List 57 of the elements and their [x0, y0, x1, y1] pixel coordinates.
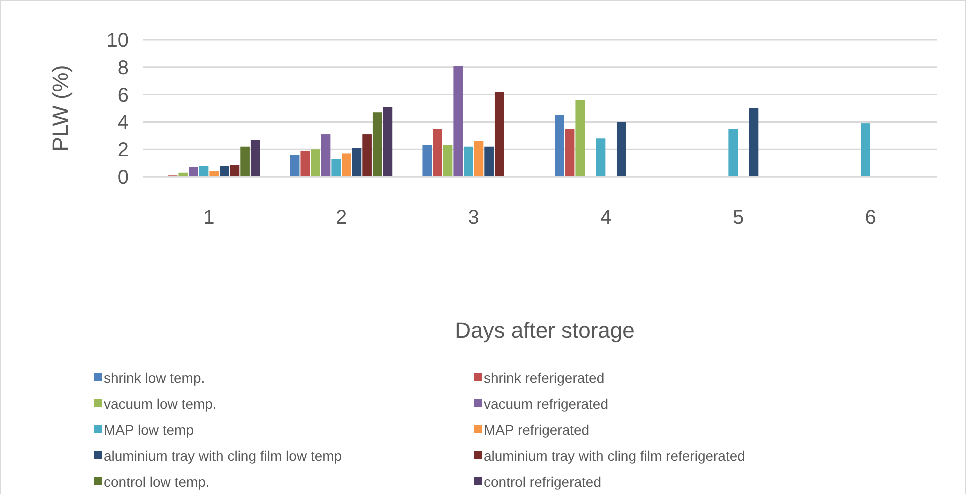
legend-label: shrink low temp. [104, 370, 206, 386]
bar [565, 129, 575, 177]
bar [474, 141, 484, 177]
legend-label: aluminium tray with cling film low temp [104, 448, 342, 464]
x-tick-label: 2 [336, 207, 348, 229]
bar [290, 155, 300, 177]
bar [342, 154, 352, 177]
bar [220, 166, 230, 177]
bar [383, 107, 393, 177]
bar [321, 134, 331, 177]
legend-label: MAP low temp [104, 422, 194, 438]
bar [250, 140, 260, 177]
bar [596, 138, 606, 177]
bar [352, 148, 362, 177]
bar [464, 146, 474, 177]
y-tick-label: 0 [118, 167, 129, 189]
x-tick-label: 4 [600, 207, 612, 229]
bar [362, 134, 372, 177]
legend-label: shrink referigerated [484, 370, 605, 386]
bar [484, 146, 494, 177]
y-tick-label: 2 [118, 140, 129, 162]
bar [311, 150, 320, 177]
bar [454, 66, 464, 177]
legend-label: control low temp. [104, 474, 210, 490]
legend-label: MAP refrigerated [484, 422, 590, 438]
x-tick-label: 3 [468, 207, 480, 229]
bar [332, 159, 341, 177]
x-axis-title: Days after storage [455, 318, 635, 343]
bar [210, 172, 219, 177]
x-tick-label: 1 [204, 207, 215, 229]
bar [728, 129, 738, 177]
bar [494, 92, 504, 177]
bar [189, 167, 198, 177]
bar [576, 100, 586, 177]
legend-label: control refrigerated [484, 474, 602, 490]
bar [240, 146, 250, 177]
bar [372, 112, 382, 177]
legend-label: vacuum low temp. [104, 396, 217, 412]
bar [230, 165, 240, 177]
y-tick-label: 8 [118, 57, 129, 80]
y-tick-label: 10 [106, 30, 129, 52]
bar [300, 150, 310, 177]
bar [749, 108, 759, 177]
legend-label: vacuum refrigerated [484, 396, 609, 412]
bar [861, 124, 870, 177]
x-tick-label: 5 [732, 207, 744, 229]
x-tick-label: 6 [865, 207, 876, 229]
bar [555, 115, 564, 177]
bar [616, 122, 626, 177]
bar [443, 145, 453, 177]
y-tick-label: 4 [118, 112, 129, 134]
y-tick-label: 6 [118, 84, 129, 107]
bar [199, 166, 209, 177]
bar [422, 145, 432, 177]
legend-label: aluminium tray with cling film referigerated [484, 448, 746, 464]
bar [433, 129, 442, 177]
y-axis-title: PLW (%) [48, 65, 73, 152]
